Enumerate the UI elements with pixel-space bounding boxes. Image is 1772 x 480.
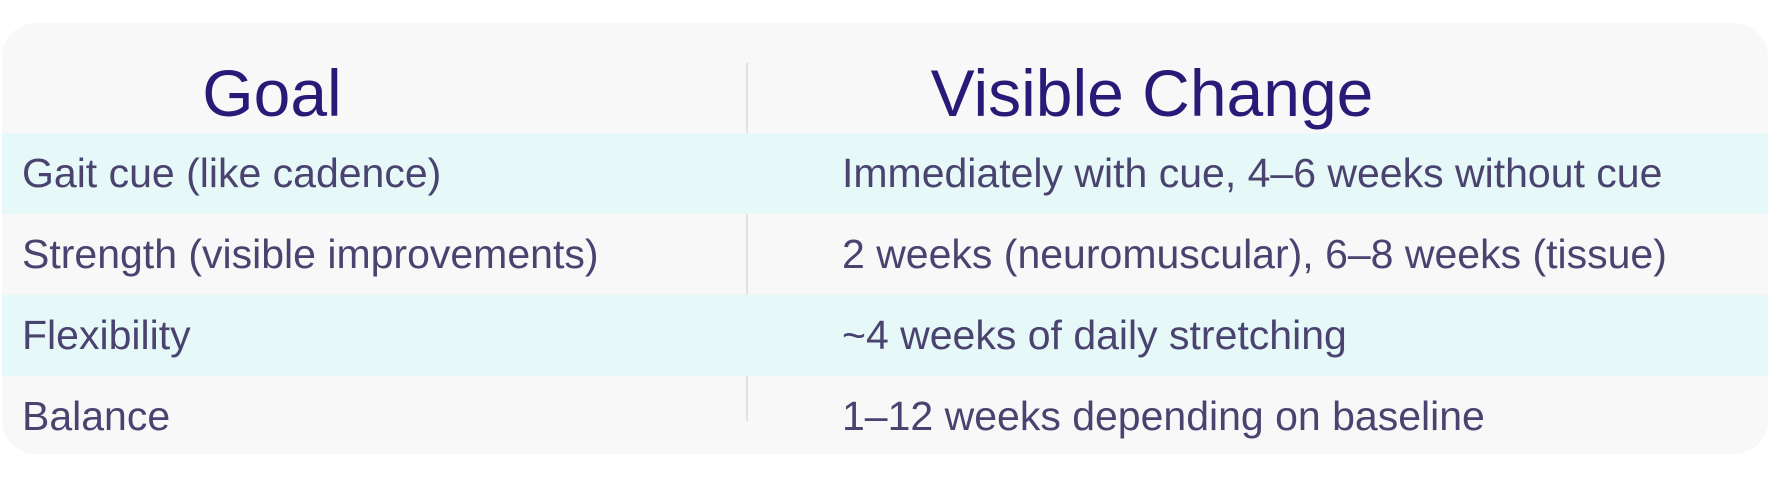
table-row: Strength (visible improvements) 2 weeks … (2, 214, 1768, 295)
cell: Gait cue (like cadence) (22, 150, 442, 196)
cell: 2 weeks (neuromuscular), 6–8 weeks (tiss… (842, 231, 1667, 277)
table-row: Gait cue (like cadence) Immediately with… (2, 133, 1768, 214)
cell: 1–12 weeks depending on baseline (842, 393, 1485, 439)
cell: Flexibility (22, 312, 191, 358)
column-divider (746, 63, 748, 421)
column-header: Visible Change (930, 56, 1374, 130)
table-row: Balance 1–12 weeks depending on baseline (2, 376, 1768, 454)
cell: Balance (22, 393, 171, 439)
cell: Immediately with cue, 4–6 weeks without … (842, 150, 1663, 196)
table-row: Flexibility ~4 weeks of daily stretching (2, 295, 1768, 376)
table-card: Goal Visible Change Gait cue (like caden… (2, 23, 1768, 454)
cell: ~4 weeks of daily stretching (842, 312, 1347, 358)
column-header: Goal (202, 56, 342, 130)
cell: Strength (visible improvements) (22, 231, 599, 277)
